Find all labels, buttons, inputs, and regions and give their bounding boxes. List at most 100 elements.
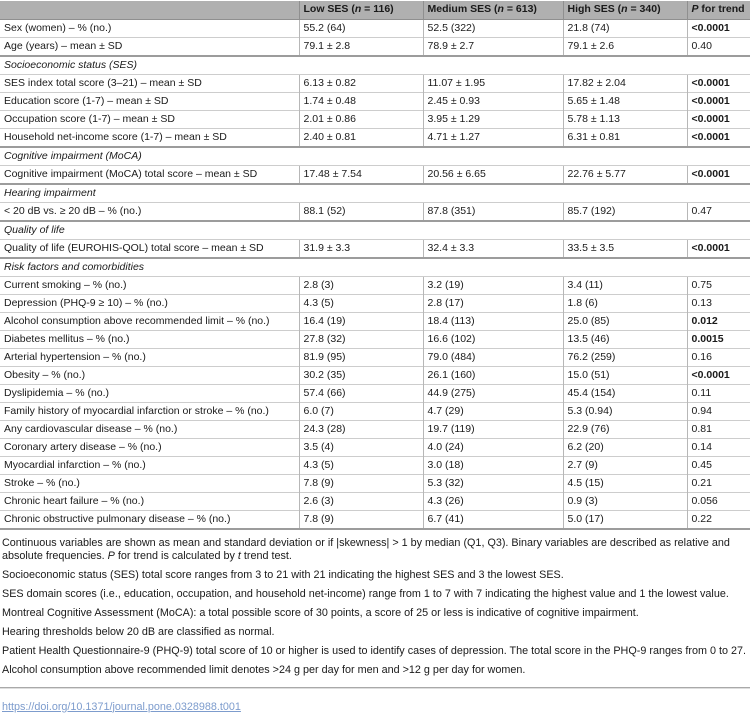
row-label: Stroke – % (no.) bbox=[0, 473, 299, 492]
cell-high-ses: 5.78 ± 1.13 bbox=[562, 109, 687, 128]
cell-high-ses: 22.76 ± 5.77 bbox=[562, 164, 687, 184]
cell-medium-ses: 87.8 (351) bbox=[422, 201, 563, 221]
table-row: SES index total score (3–21) – mean ± SD… bbox=[0, 73, 750, 92]
cell-p-value: 0.75 bbox=[686, 275, 750, 294]
table-row: Coronary artery disease – % (no.) 3.5 (4)… bbox=[0, 437, 750, 456]
header-p-for-trend: P for trend bbox=[686, 1, 750, 20]
row-label: Occupation score (1-7) – mean ± SD bbox=[0, 109, 299, 128]
row-label: < 20 dB vs. ≥ 20 dB – % (no.) bbox=[0, 201, 299, 221]
cell-high-ses: 33.5 ± 3.5 bbox=[562, 238, 687, 258]
cell-high-ses: 76.2 (259) bbox=[562, 347, 687, 366]
cell-low-ses: 55.2 (64) bbox=[298, 18, 423, 37]
n-symbol: n bbox=[621, 3, 628, 16]
cell-low-ses: 24.3 (28) bbox=[298, 419, 423, 438]
row-label: Alcohol consumption above recommended li… bbox=[0, 311, 299, 330]
cell-medium-ses: 4.0 (24) bbox=[422, 437, 563, 456]
cell-low-ses: 30.2 (35) bbox=[298, 365, 423, 384]
table-row: Sex (women) – % (no.) 55.2 (64) 52.5 (322)… bbox=[0, 18, 750, 37]
p-symbol: P bbox=[691, 3, 699, 16]
cell-medium-ses: 32.4 ± 3.3 bbox=[422, 238, 563, 258]
header-low-ses-label: Low SES ( bbox=[303, 3, 355, 16]
cell-high-ses: 79.1 ± 2.6 bbox=[562, 36, 687, 56]
section-label: Cognitive impairment (MoCA) bbox=[0, 145, 750, 165]
doi-link[interactable]: https://doi.org/10.1371/journal.pone.032… bbox=[2, 700, 241, 713]
cell-p-value: 0.22 bbox=[686, 509, 750, 529]
cell-high-ses: 45.4 (154) bbox=[562, 383, 687, 402]
table-row: Education score (1-7) – mean ± SD 1.74 ± … bbox=[0, 91, 750, 110]
cell-medium-ses: 78.9 ± 2.7 bbox=[422, 36, 563, 56]
cell-p-value: 0.0015 bbox=[686, 329, 750, 348]
cell-high-ses: 22.9 (76) bbox=[562, 419, 687, 438]
row-label: Sex (women) – % (no.) bbox=[0, 18, 299, 37]
cell-p-value: 0.21 bbox=[686, 473, 750, 492]
cell-medium-ses: 16.6 (102) bbox=[422, 329, 563, 348]
cell-p-value: <0.0001 bbox=[686, 127, 750, 147]
cell-low-ses: 88.1 (52) bbox=[298, 201, 423, 221]
cell-high-ses: 85.7 (192) bbox=[562, 201, 687, 221]
table-row: Current smoking – % (no.) 2.8 (3) 3.2 (19)… bbox=[0, 275, 750, 294]
cell-medium-ses: 52.5 (322) bbox=[422, 18, 563, 37]
cell-p-value: 0.40 bbox=[686, 36, 750, 56]
cell-low-ses: 2.8 (3) bbox=[298, 275, 423, 294]
row-label: Education score (1-7) – mean ± SD bbox=[0, 91, 299, 110]
cell-p-value: <0.0001 bbox=[686, 18, 750, 37]
cell-high-ses: 5.0 (17) bbox=[562, 509, 687, 529]
row-label: Obesity – % (no.) bbox=[0, 365, 299, 384]
n-symbol: n bbox=[354, 3, 362, 16]
cell-medium-ses: 18.4 (113) bbox=[422, 311, 563, 330]
cell-low-ses: 6.13 ± 0.82 bbox=[298, 73, 423, 92]
cell-medium-ses: 3.2 (19) bbox=[422, 275, 563, 294]
cell-low-ses: 27.8 (32) bbox=[298, 329, 423, 348]
cell-p-value: <0.0001 bbox=[686, 238, 750, 258]
header-low-ses: Low SES (n = 116) bbox=[298, 1, 423, 20]
cell-low-ses: 1.74 ± 0.48 bbox=[298, 91, 423, 110]
cell-low-ses: 3.5 (4) bbox=[298, 437, 423, 456]
cell-p-value: <0.0001 bbox=[686, 73, 750, 92]
section-row: Socioeconomic status (SES) bbox=[0, 54, 750, 74]
table-row: Depression (PHQ-9 ≥ 10) – % (no.) 4.3 (5)… bbox=[0, 293, 750, 312]
table-row: Cognitive impairment (MoCA) total score … bbox=[0, 164, 750, 184]
cell-p-value: 0.14 bbox=[686, 437, 750, 456]
cell-low-ses: 16.4 (19) bbox=[298, 311, 423, 330]
cell-p-value: <0.0001 bbox=[686, 91, 750, 110]
row-label: Chronic heart failure – % (no.) bbox=[0, 491, 299, 510]
footnote: SES domain scores (i.e., education, occu… bbox=[2, 587, 729, 600]
n-symbol: n bbox=[497, 3, 504, 16]
table-row: Family history of myocardial infarction … bbox=[0, 401, 750, 420]
table-body: Sex (women) – % (no.) 55.2 (64) 52.5 (322)… bbox=[0, 18, 750, 529]
footnote: Patient Health Questionnaire-9 (PHQ-9) t… bbox=[2, 644, 746, 657]
cell-high-ses: 4.5 (15) bbox=[562, 473, 687, 492]
cell-medium-ses: 20.56 ± 6.65 bbox=[422, 164, 563, 184]
cell-p-value: 0.81 bbox=[686, 419, 750, 438]
table-row: Household net-income score (1-7) – mean … bbox=[0, 127, 750, 147]
row-label: Chronic obstructive pulmonary disease – … bbox=[0, 509, 299, 529]
cell-high-ses: 6.31 ± 0.81 bbox=[562, 127, 687, 147]
cell-low-ses: 6.0 (7) bbox=[298, 401, 423, 420]
cell-medium-ses: 79.0 (484) bbox=[422, 347, 563, 366]
cell-medium-ses: 4.3 (26) bbox=[422, 491, 563, 510]
cell-low-ses: 81.9 (95) bbox=[298, 347, 423, 366]
row-label: Any cardiovascular disease – % (no.) bbox=[0, 419, 299, 438]
row-label: Diabetes mellitus – % (no.) bbox=[0, 329, 299, 348]
footnote: Continuous variables are shown as mean a… bbox=[2, 536, 730, 562]
footnote: Montreal Cognitive Assessment (MoCA): a … bbox=[2, 606, 639, 619]
cell-p-value: 0.16 bbox=[686, 347, 750, 366]
cell-low-ses: 2.40 ± 0.81 bbox=[298, 127, 423, 147]
cell-high-ses: 5.65 ± 1.48 bbox=[562, 91, 687, 110]
row-label: Depression (PHQ-9 ≥ 10) – % (no.) bbox=[0, 293, 299, 312]
cell-medium-ses: 3.95 ± 1.29 bbox=[422, 109, 563, 128]
table-row: Any cardiovascular disease – % (no.) 24.3… bbox=[0, 419, 750, 438]
table-row: Stroke – % (no.) 7.8 (9) 5.3 (32) 4.5 (15) 0… bbox=[0, 473, 750, 492]
section-row: Cognitive impairment (MoCA) bbox=[0, 145, 750, 165]
table-row: Diabetes mellitus – % (no.) 27.8 (32) 16.6… bbox=[0, 329, 750, 348]
table-row: Dyslipidemia – % (no.) 57.4 (66) 44.9 (275… bbox=[0, 383, 750, 402]
cell-high-ses: 25.0 (85) bbox=[562, 311, 687, 330]
row-label: Quality of life (EUROHIS-QOL) total scor… bbox=[0, 238, 299, 258]
cell-p-value: 0.45 bbox=[686, 455, 750, 474]
footnote: Hearing thresholds below 20 dB are class… bbox=[2, 625, 275, 638]
row-label: Coronary artery disease – % (no.) bbox=[0, 437, 299, 456]
header-empty-cell bbox=[0, 1, 299, 20]
cell-medium-ses: 2.8 (17) bbox=[422, 293, 563, 312]
row-label: Age (years) – mean ± SD bbox=[0, 36, 299, 56]
cell-low-ses: 57.4 (66) bbox=[298, 383, 423, 402]
